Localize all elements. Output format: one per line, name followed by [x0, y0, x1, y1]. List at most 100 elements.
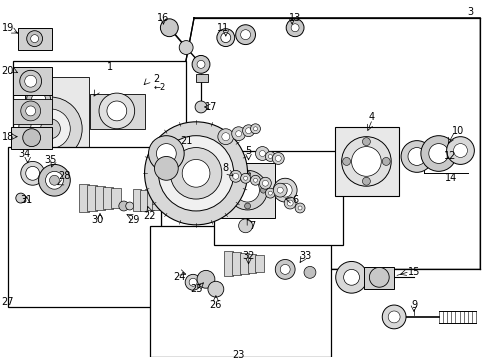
Circle shape [285, 19, 304, 37]
Circle shape [259, 177, 271, 189]
Circle shape [227, 170, 267, 210]
Text: 29: 29 [127, 215, 140, 225]
Text: 5: 5 [245, 145, 251, 156]
Circle shape [119, 201, 128, 211]
Circle shape [273, 178, 297, 202]
Text: 30: 30 [91, 215, 103, 225]
Text: 12: 12 [444, 152, 456, 162]
Circle shape [304, 266, 315, 278]
Bar [213, 150, 342, 245]
Circle shape [362, 138, 369, 145]
Circle shape [20, 101, 41, 121]
Circle shape [268, 191, 272, 195]
Text: 7: 7 [249, 221, 255, 231]
Text: 16: 16 [157, 13, 169, 23]
Text: 35: 35 [44, 156, 57, 166]
Text: 3: 3 [467, 7, 472, 17]
Text: 28: 28 [58, 171, 70, 181]
Circle shape [265, 152, 275, 161]
Circle shape [26, 166, 40, 180]
Circle shape [26, 106, 36, 116]
Circle shape [245, 128, 251, 134]
Circle shape [277, 187, 283, 193]
Circle shape [32, 92, 45, 106]
Text: 19: 19 [2, 23, 14, 33]
Circle shape [16, 193, 26, 203]
Circle shape [453, 144, 467, 157]
Bar [13, 67, 52, 95]
Circle shape [197, 270, 214, 288]
Bar [132, 189, 141, 211]
Circle shape [45, 171, 63, 189]
Bar [221, 163, 275, 218]
Circle shape [231, 127, 245, 141]
Circle shape [250, 175, 260, 185]
Circle shape [255, 147, 269, 161]
Circle shape [27, 87, 50, 111]
Circle shape [272, 153, 284, 165]
Bar [8, 147, 161, 307]
Circle shape [351, 147, 381, 176]
Bar [247, 253, 256, 273]
Circle shape [31, 109, 70, 149]
Text: 15: 15 [407, 267, 419, 277]
Bar [364, 267, 393, 289]
Circle shape [107, 101, 126, 121]
Bar [87, 185, 97, 211]
Circle shape [99, 93, 134, 129]
Text: 34: 34 [19, 149, 31, 158]
Circle shape [218, 129, 233, 145]
Circle shape [189, 278, 197, 286]
Circle shape [446, 137, 473, 165]
Circle shape [286, 200, 292, 206]
Circle shape [216, 29, 234, 46]
Circle shape [240, 30, 250, 40]
Circle shape [341, 137, 390, 186]
Bar [140, 190, 147, 211]
Circle shape [154, 157, 178, 180]
Circle shape [368, 267, 388, 287]
Circle shape [49, 175, 59, 185]
Circle shape [400, 141, 432, 172]
Text: 18: 18 [2, 132, 14, 142]
Circle shape [382, 157, 389, 165]
Circle shape [156, 144, 176, 163]
Circle shape [25, 75, 37, 87]
Text: 17: 17 [204, 102, 217, 112]
Circle shape [343, 269, 359, 285]
Circle shape [235, 178, 259, 202]
Text: 33: 33 [298, 251, 310, 261]
Circle shape [244, 203, 250, 209]
Circle shape [273, 183, 286, 197]
Text: 2: 2 [153, 74, 159, 84]
Text: 1: 1 [106, 62, 113, 72]
Bar [25, 77, 52, 122]
Bar [334, 127, 398, 196]
Circle shape [407, 148, 425, 165]
Circle shape [20, 161, 44, 185]
Circle shape [290, 24, 299, 32]
Circle shape [222, 133, 229, 141]
Circle shape [265, 188, 275, 198]
Circle shape [182, 159, 209, 187]
Text: 26: 26 [209, 300, 222, 310]
Circle shape [294, 203, 305, 213]
Bar [11, 127, 52, 149]
Bar [90, 94, 144, 129]
Circle shape [362, 177, 369, 185]
Text: 31: 31 [20, 195, 33, 205]
Text: 20: 20 [1, 66, 14, 76]
Circle shape [232, 173, 238, 179]
Circle shape [243, 176, 247, 180]
Circle shape [185, 274, 201, 290]
Bar [13, 62, 186, 195]
Circle shape [298, 206, 302, 210]
Text: ←2: ←2 [153, 83, 165, 92]
Text: 22: 22 [143, 211, 156, 221]
Circle shape [260, 187, 266, 193]
Text: 4: 4 [367, 112, 374, 122]
Circle shape [235, 25, 255, 45]
Text: 6: 6 [291, 195, 298, 205]
Circle shape [268, 154, 272, 158]
Circle shape [259, 150, 265, 157]
